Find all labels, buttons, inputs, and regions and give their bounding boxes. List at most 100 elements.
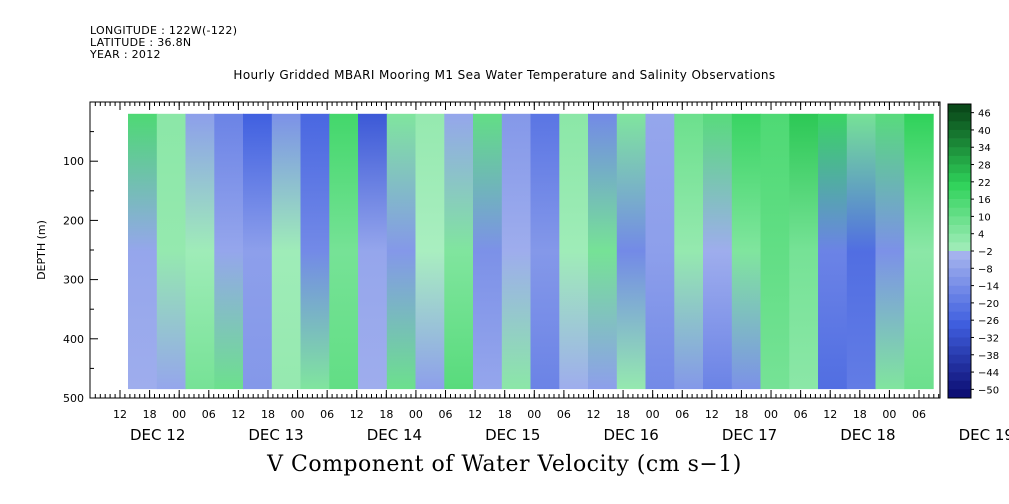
colorbar-label: 28 [978, 161, 991, 172]
y-tick-label: 500 [63, 392, 84, 405]
x-hour-tick-label: 06 [912, 408, 926, 421]
heatmap-column [444, 113, 474, 390]
colorbar-segment [948, 276, 971, 286]
colorbar-segment [948, 251, 971, 260]
colorbar-label: 4 [978, 230, 984, 241]
heatmap-column [156, 113, 187, 390]
heatmap-column [386, 113, 417, 390]
x-hour-tick-label: 06 [439, 408, 453, 421]
heatmap-column [588, 113, 618, 390]
colorbar-segment [948, 320, 971, 330]
colorbar-segment [948, 225, 971, 235]
colorbar-label: −8 [978, 264, 993, 275]
heatmap-column [616, 113, 647, 390]
colorbar-segment [948, 259, 971, 269]
colorbar-segment [948, 337, 971, 347]
heatmap-column [818, 113, 848, 390]
colorbar-label: 22 [978, 178, 991, 189]
colorbar-segment [948, 138, 971, 148]
latitude-label: LATITUDE : 36.8N [90, 36, 192, 49]
x-hour-tick-label: 12 [113, 408, 127, 421]
heatmap-column [530, 113, 560, 390]
x-hour-tick-label: 18 [853, 408, 867, 421]
heatmap-column [415, 113, 445, 390]
heatmap-column [358, 113, 388, 390]
y-axis-title: DEPTH (m) [35, 220, 48, 280]
colorbar-segment [948, 233, 971, 243]
colorbar-segment [948, 207, 971, 217]
x-hour-tick-label: 00 [527, 408, 541, 421]
x-hour-tick-label: 18 [261, 408, 275, 421]
heatmap-column [559, 113, 589, 390]
year-label: YEAR : 2012 [90, 48, 161, 61]
x-hour-tick-label: 12 [231, 408, 245, 421]
x-hour-tick-label: 06 [794, 408, 808, 421]
longitude-label: LONGITUDE : 122W(-122) [90, 24, 238, 37]
colorbar-label: −2 [978, 247, 993, 258]
x-hour-tick-label: 06 [675, 408, 689, 421]
colorbar-label: 40 [978, 126, 991, 137]
x-hour-tick-label: 18 [498, 408, 512, 421]
colorbar-segment [948, 328, 971, 338]
x-hour-tick-label: 18 [143, 408, 157, 421]
colorbar-segment [948, 164, 971, 174]
colorbar-segment [948, 389, 971, 399]
heatmap-column [789, 113, 819, 390]
colorbar-segment [948, 199, 971, 209]
heatmap-column [731, 113, 762, 390]
x-hour-tick-label: 00 [172, 408, 186, 421]
colorbar-segment [948, 372, 971, 382]
x-hour-tick-label: 00 [409, 408, 423, 421]
colorbar-label: 10 [978, 212, 991, 223]
colorbar-segment [948, 216, 971, 226]
colorbar-label: 34 [978, 143, 991, 154]
colorbar-segment [948, 294, 971, 304]
x-hour-tick-label: 12 [350, 408, 364, 421]
colorbar-label: −26 [978, 316, 999, 327]
x-hour-tick-label: 00 [646, 408, 660, 421]
colorbar-segment [948, 363, 971, 373]
x-day-label: DEC 18 [840, 426, 895, 444]
colorbar-label: −44 [978, 368, 999, 379]
colorbar-label: 46 [978, 109, 991, 120]
x-day-label: DEC 16 [603, 426, 658, 444]
x-hour-tick-label: 18 [616, 408, 630, 421]
colorbar-segment [948, 129, 971, 139]
x-hour-tick-label: 00 [291, 408, 305, 421]
x-hour-tick-label: 12 [823, 408, 837, 421]
heatmap-column [904, 113, 934, 390]
colorbar-segment [948, 311, 971, 321]
colorbar-segment [948, 190, 971, 200]
heatmap-column [760, 113, 790, 390]
x-hour-tick-label: 12 [586, 408, 600, 421]
colorbar-segment [948, 121, 971, 131]
colorbar-segment [948, 155, 971, 165]
x-hour-tick-label: 12 [705, 408, 719, 421]
x-hour-tick-label: 18 [734, 408, 748, 421]
x-day-label: DEC 14 [367, 426, 422, 444]
y-tick-label: 100 [63, 155, 84, 168]
x-hour-tick-label: 06 [557, 408, 571, 421]
y-tick-label: 200 [63, 214, 84, 227]
x-hour-tick-label: 06 [202, 408, 216, 421]
heatmap-column [703, 113, 733, 390]
colorbar-segment [948, 242, 971, 252]
colorbar-label: −38 [978, 351, 999, 362]
x-hour-tick-label: 12 [468, 408, 482, 421]
heatmap-column [214, 113, 244, 390]
heatmap-column [501, 113, 532, 390]
colorbar-segment [948, 112, 971, 122]
x-day-label: DEC 19 [959, 426, 1009, 444]
colorbar-segment [948, 302, 971, 312]
heatmap-column [875, 113, 905, 390]
colorbar-segment [948, 147, 971, 157]
x-day-label: DEC 17 [722, 426, 777, 444]
heatmap-column [271, 113, 302, 390]
colorbar-label: −50 [978, 385, 999, 396]
x-hour-tick-label: 00 [882, 408, 896, 421]
chart-title: Hourly Gridded MBARI Mooring M1 Sea Wate… [233, 68, 776, 82]
colorbar-segment [948, 104, 971, 113]
colorbar-segment [948, 268, 971, 278]
colorbar-label: −32 [978, 333, 999, 344]
